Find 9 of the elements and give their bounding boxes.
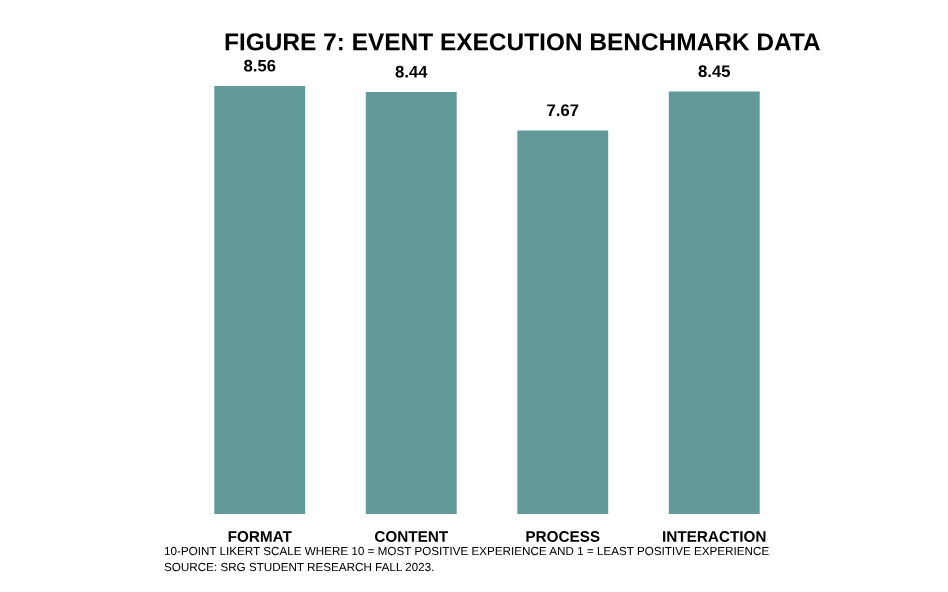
chart-title: FIGURE 7: EVENT EXECUTION BENCHMARK DATA [225,33,821,51]
bar [517,130,609,514]
data-label: 8.44 [395,65,428,78]
data-label: 8.45 [698,65,731,78]
data-label: 8.56 [244,59,276,72]
data-label: 7.67 [547,104,579,117]
bar [668,91,760,514]
bar [214,86,306,514]
bar [365,92,457,514]
